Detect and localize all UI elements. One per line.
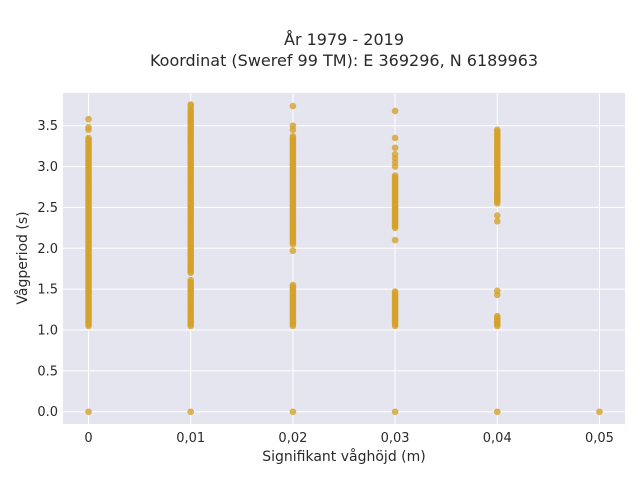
data-point	[85, 134, 92, 142]
data-point	[391, 134, 399, 142]
y-tick-label: 1.5	[37, 283, 58, 298]
data-point	[493, 126, 501, 134]
data-point	[493, 218, 501, 225]
data-point	[391, 107, 399, 115]
data-point	[391, 150, 399, 158]
data-point	[289, 133, 297, 140]
data-point	[493, 287, 501, 295]
data-point	[391, 236, 399, 244]
chart-title: År 1979 - 2019	[284, 30, 404, 49]
data-points	[85, 101, 603, 416]
data-point	[493, 212, 501, 219]
data-point	[289, 408, 297, 416]
data-point	[596, 408, 603, 416]
data-point	[85, 124, 92, 131]
x-tick-label: 0	[84, 431, 92, 446]
data-point	[391, 144, 399, 152]
x-tick-label: 0,03	[381, 431, 410, 446]
y-tick-label: 3.5	[37, 119, 58, 134]
data-point	[493, 408, 501, 416]
data-point	[187, 276, 195, 284]
y-tick-label: 2.0	[37, 242, 58, 257]
data-point	[187, 408, 195, 416]
x-tick-label: 0,04	[483, 431, 512, 446]
data-point	[289, 247, 297, 255]
y-tick-labels: 0.0 0.5 1.0 1.5 2.0 2.5 3.0 3.5	[37, 119, 58, 420]
x-tick-label: 0,01	[176, 431, 205, 446]
data-point	[391, 408, 399, 416]
data-point	[85, 408, 92, 416]
y-tick-label: 2.5	[37, 201, 58, 216]
y-tick-label: 1.0	[37, 324, 58, 339]
y-tick-label: 0.5	[37, 364, 58, 379]
x-axis-label: Signifikant våghöjd (m)	[262, 448, 425, 465]
data-point	[391, 172, 399, 179]
data-point	[85, 115, 92, 123]
y-tick-label: 0.0	[37, 405, 58, 420]
data-point	[187, 101, 195, 108]
x-tick-label: 0,02	[278, 431, 307, 446]
data-point	[289, 281, 297, 289]
data-point	[391, 288, 399, 295]
data-point	[493, 191, 501, 199]
y-tick-label: 3.0	[37, 160, 58, 175]
grid	[63, 93, 625, 424]
data-point	[493, 312, 501, 320]
x-tick-labels: 0 0,01 0,02 0,03 0,04 0,05	[84, 431, 614, 446]
data-point	[289, 102, 297, 110]
data-point	[289, 122, 297, 129]
plot-background	[63, 93, 625, 424]
chart-subtitle: Koordinat (Sweref 99 TM): E 369296, N 61…	[150, 51, 538, 70]
x-tick-label: 0,05	[585, 431, 614, 446]
y-axis-label: Vågperiod (s)	[14, 211, 31, 304]
